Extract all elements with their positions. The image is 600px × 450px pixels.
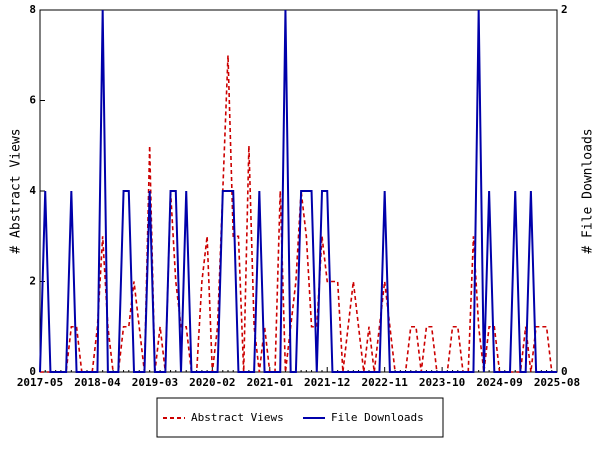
series-line	[40, 55, 557, 373]
legend-label: Abstract Views	[191, 411, 284, 424]
y-tick-label: 2	[29, 275, 36, 288]
y-tick-label: 8	[29, 3, 36, 16]
x-tick-label: 2020-02	[189, 376, 235, 389]
series-line	[39, 9, 557, 373]
x-tick-label: 2018-04	[74, 376, 121, 389]
y2-axis-label: # File Downloads	[581, 128, 596, 253]
x-tick-label: 2024-09	[476, 376, 522, 389]
x-tick-label: 2019-03	[132, 376, 178, 389]
y-tick-label: 4	[29, 184, 36, 197]
y-tick-label: 0	[29, 365, 36, 378]
x-tick-label: 2022-11	[361, 376, 408, 389]
legend-label: File Downloads	[331, 411, 424, 424]
x-tick-label: 2023-10	[419, 376, 465, 389]
x-tick-label: 2021-12	[304, 376, 350, 389]
y2-tick-label: 2	[561, 3, 568, 16]
y-axis-label: # Abstract Views	[9, 128, 24, 253]
x-tick-label: 2017-05	[17, 376, 63, 389]
y2-tick-label: 0	[561, 365, 568, 378]
y-tick-label: 6	[29, 94, 36, 107]
legend-box	[156, 397, 444, 438]
x-tick-label: 2025-08	[534, 376, 580, 389]
x-tick-label: 2021-01	[247, 376, 294, 389]
